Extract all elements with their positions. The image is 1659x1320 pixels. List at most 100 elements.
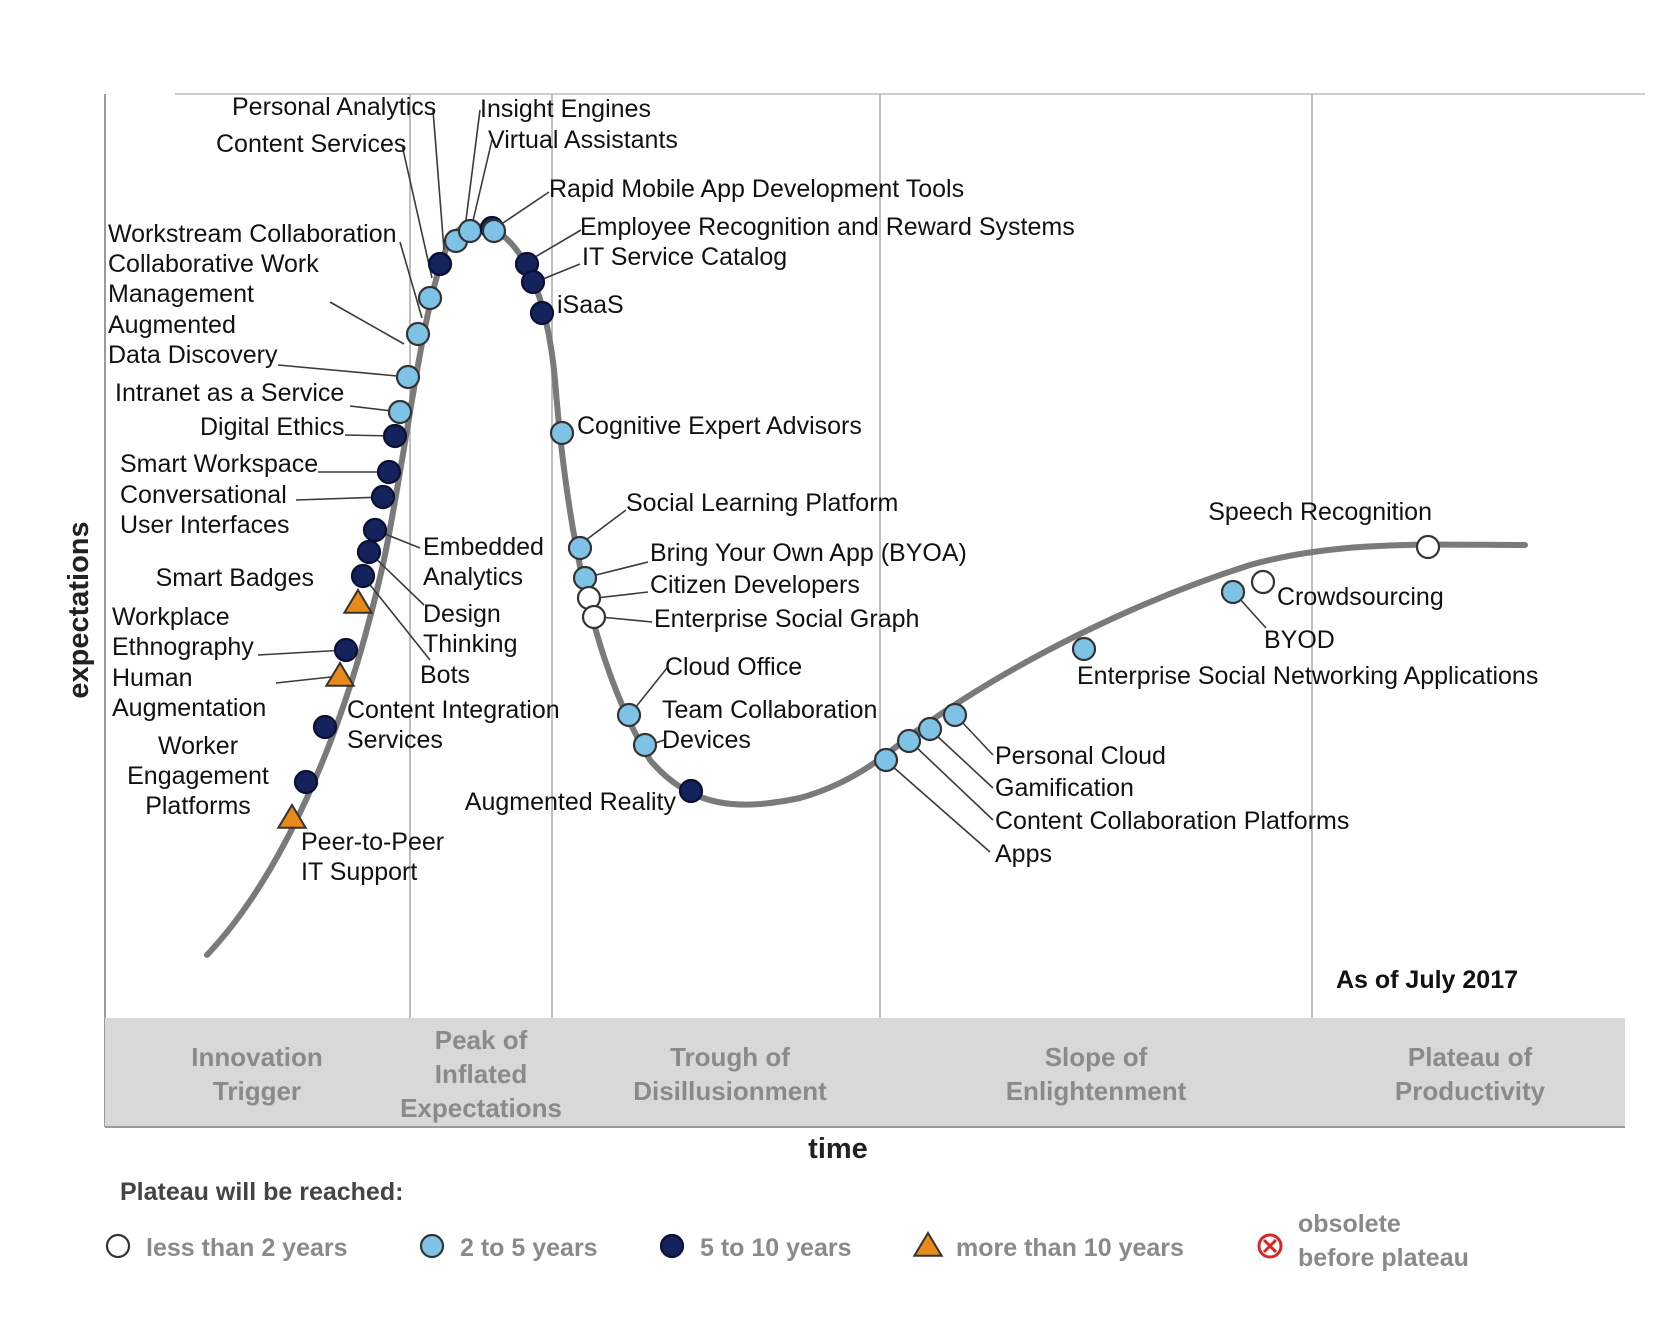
apps-marker bbox=[873, 747, 899, 773]
cognitive-expert-advisors-marker bbox=[549, 420, 575, 446]
hype-curve-path bbox=[204, 223, 1528, 958]
design-thinking-leader bbox=[368, 551, 425, 606]
augmented-data-discovery-label: Augmented Data Discovery bbox=[108, 311, 278, 369]
peer-to-peer-it-support-marker bbox=[276, 803, 308, 829]
content-services-marker bbox=[427, 251, 453, 277]
byod-leader bbox=[1238, 597, 1267, 629]
content-collaboration-platforms-label: Content Collaboration Platforms bbox=[995, 807, 1349, 835]
it-service-catalog-leader bbox=[537, 263, 581, 282]
legend-item-label: 5 to 10 years bbox=[700, 1234, 852, 1262]
conversational-user-interfaces-marker bbox=[370, 484, 396, 510]
bring-your-own-app-byoa-label: Bring Your Own App (BYOA) bbox=[650, 539, 967, 567]
citizen-developers-label: Citizen Developers bbox=[650, 571, 860, 599]
social-learning-platform-marker bbox=[567, 535, 593, 561]
crowdsourcing-marker bbox=[1250, 569, 1276, 595]
rapid-mobile-app-development-tools-leader bbox=[499, 191, 550, 226]
legend-gt10-icon bbox=[912, 1231, 944, 1257]
gamification-leader bbox=[935, 734, 994, 789]
virtual-assistants-leader bbox=[471, 139, 493, 226]
gamification-label: Gamification bbox=[995, 774, 1134, 802]
legend-lt2-icon bbox=[105, 1233, 131, 1259]
crowdsourcing-label: Crowdsourcing bbox=[1277, 583, 1444, 611]
cloud-office-marker bbox=[616, 702, 642, 728]
cloud-office-leader bbox=[634, 667, 668, 709]
virtual-assistants-label: Virtual Assistants bbox=[488, 126, 678, 154]
phase-label: Slope of Enlightenment bbox=[1006, 1042, 1187, 1106]
workplace-ethnography-label: Workplace Ethnography bbox=[112, 603, 254, 661]
content-integration-services-marker bbox=[312, 714, 338, 740]
legend-title: Plateau will be reached: bbox=[120, 1178, 403, 1206]
rapid-mobile-app-development-tools-label: Rapid Mobile App Development Tools bbox=[549, 175, 964, 203]
bring-your-own-app-byoa-marker bbox=[572, 565, 598, 591]
byod-label: BYOD bbox=[1264, 626, 1335, 654]
smart-badges-label: Smart Badges bbox=[156, 564, 314, 592]
enterprise-social-graph-label: Enterprise Social Graph bbox=[654, 605, 919, 633]
personal-cloud-marker bbox=[942, 702, 968, 728]
augmented-data-discovery-leader bbox=[277, 364, 409, 378]
augmented-reality-marker bbox=[678, 778, 704, 804]
intranet-as-a-service-label: Intranet as a Service bbox=[115, 379, 344, 407]
human-augmentation-marker bbox=[324, 661, 356, 687]
personal-cloud-leader bbox=[960, 720, 994, 756]
gamification-marker bbox=[917, 716, 943, 742]
smart-workspace-label: Smart Workspace bbox=[120, 450, 318, 478]
embedded-analytics-label: Embedded Analytics bbox=[423, 533, 544, 591]
design-thinking-marker bbox=[356, 539, 382, 565]
worker-engagement-platforms-label: Worker Engagement Platforms bbox=[127, 732, 269, 820]
content-collaboration-platforms-marker bbox=[896, 728, 922, 754]
social-learning-platform-leader bbox=[585, 509, 627, 541]
citizen-developers-leader bbox=[595, 591, 649, 599]
digital-ethics-label: Digital Ethics bbox=[200, 413, 345, 441]
employee-recognition-and-reward-systems-leader bbox=[529, 229, 582, 261]
insight-engines-leader bbox=[465, 109, 481, 221]
phase-label: Plateau of Productivity bbox=[1395, 1042, 1546, 1106]
peer-to-peer-it-support-label: Peer-to-Peer IT Support bbox=[301, 828, 444, 886]
insight-engines-label: Insight Engines bbox=[480, 95, 651, 123]
insight-engines-marker bbox=[457, 218, 483, 244]
isaas-label: iSaaS bbox=[557, 291, 624, 319]
hype-curve bbox=[204, 223, 1528, 958]
content-services-leader bbox=[401, 144, 433, 279]
collaborative-work-management-leader bbox=[329, 301, 405, 345]
byod-marker bbox=[1220, 579, 1246, 605]
enterprise-social-graph-leader bbox=[599, 616, 653, 623]
worker-engagement-platforms-marker bbox=[293, 769, 319, 795]
legend-item-label: more than 10 years bbox=[956, 1234, 1184, 1262]
team-collaboration-devices-label: Team Collaboration Devices bbox=[662, 696, 877, 754]
workstream-collaboration-marker bbox=[417, 285, 443, 311]
enterprise-social-networking-applications-marker bbox=[1071, 636, 1097, 662]
personal-cloud-label: Personal Cloud bbox=[995, 742, 1166, 770]
bring-your-own-app-byoa-leader bbox=[591, 561, 649, 577]
phase-label: Trough of Disillusionment bbox=[633, 1042, 827, 1106]
intranet-as-a-service-marker bbox=[387, 399, 413, 425]
augmented-reality-label: Augmented Reality bbox=[465, 788, 677, 816]
cloud-office-label: Cloud Office bbox=[665, 653, 802, 681]
workstream-collaboration-label: Workstream Collaboration bbox=[108, 220, 397, 248]
legend: Plateau will be reached: less than 2 year… bbox=[105, 1178, 1469, 1272]
team-collaboration-devices-marker bbox=[632, 732, 658, 758]
legend-obsolete-icon bbox=[1257, 1233, 1283, 1259]
y-axis-title: expectations bbox=[63, 521, 95, 698]
chart-frame bbox=[104, 93, 1645, 1128]
technology-markers bbox=[276, 215, 1441, 829]
it-service-catalog-label: IT Service Catalog bbox=[582, 243, 787, 271]
legend-y5to10-icon bbox=[659, 1233, 685, 1259]
digital-ethics-marker bbox=[382, 423, 408, 449]
phase-label: Innovation Trigger bbox=[191, 1042, 322, 1106]
personal-analytics-label: Personal Analytics bbox=[232, 93, 436, 121]
collaborative-work-management-marker bbox=[405, 321, 431, 347]
speech-recognition-marker bbox=[1415, 534, 1441, 560]
bots-leader bbox=[362, 575, 431, 661]
design-thinking-label: Design Thinking bbox=[423, 600, 518, 658]
augmented-data-discovery-marker bbox=[395, 364, 421, 390]
phase-band: Innovation Trigger Peak of Inflated Expectat… bbox=[105, 1018, 1625, 1126]
content-integration-services-label: Content Integration Services bbox=[347, 696, 560, 754]
x-axis-title: time bbox=[808, 1133, 868, 1165]
legend-item-label: obsolete before plateau bbox=[1298, 1210, 1469, 1272]
social-learning-platform-label: Social Learning Platform bbox=[626, 489, 898, 517]
content-collaboration-platforms-leader bbox=[914, 745, 994, 821]
legend-item-label: 2 to 5 years bbox=[460, 1234, 598, 1262]
leader-lines bbox=[257, 109, 1267, 853]
isaas-marker bbox=[529, 300, 555, 326]
